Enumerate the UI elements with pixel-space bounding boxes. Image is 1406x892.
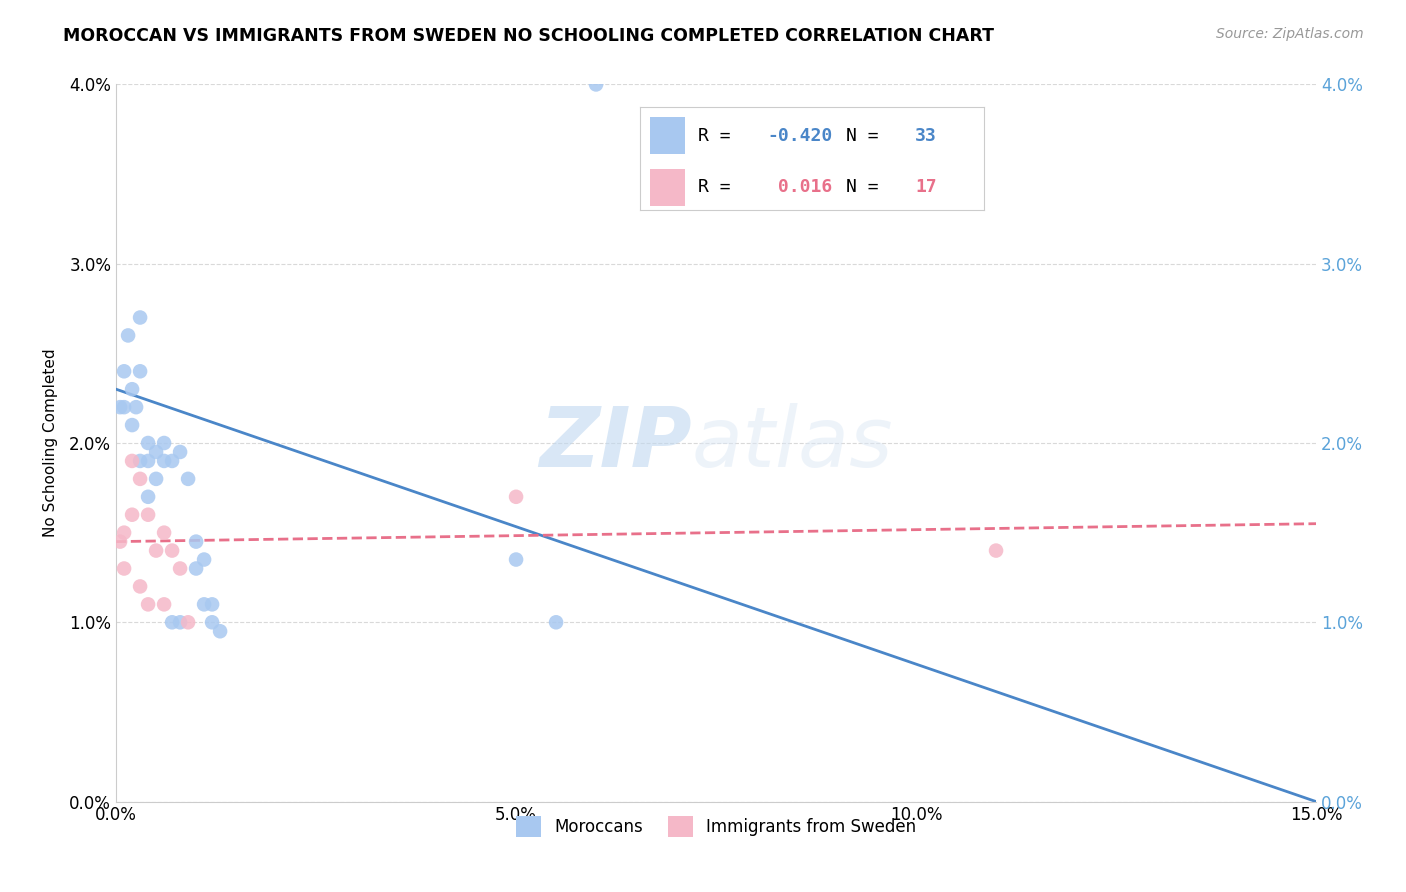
Text: R =: R = — [699, 127, 742, 145]
Point — [117, 328, 139, 343]
Point — [145, 445, 167, 459]
Point — [136, 598, 159, 612]
Point — [129, 579, 152, 593]
Point — [153, 598, 176, 612]
Point — [121, 508, 143, 522]
Legend: Moroccans, Immigrants from Sweden: Moroccans, Immigrants from Sweden — [509, 810, 922, 844]
Point — [129, 310, 152, 325]
Point — [169, 615, 191, 630]
Point — [153, 454, 176, 468]
Point — [136, 508, 159, 522]
Point — [136, 454, 159, 468]
Point — [125, 400, 148, 414]
Text: atlas: atlas — [692, 402, 894, 483]
Point — [177, 615, 200, 630]
Point — [136, 436, 159, 450]
Point — [505, 552, 527, 566]
Point — [112, 400, 135, 414]
Text: N =: N = — [846, 178, 890, 196]
Point — [160, 454, 183, 468]
Point — [145, 543, 167, 558]
Point — [209, 624, 232, 639]
Point — [193, 552, 215, 566]
Text: MOROCCAN VS IMMIGRANTS FROM SWEDEN NO SCHOOLING COMPLETED CORRELATION CHART: MOROCCAN VS IMMIGRANTS FROM SWEDEN NO SC… — [63, 27, 994, 45]
Text: 33: 33 — [915, 127, 936, 145]
Text: Source: ZipAtlas.com: Source: ZipAtlas.com — [1216, 27, 1364, 41]
Point — [108, 534, 131, 549]
Point — [129, 454, 152, 468]
FancyBboxPatch shape — [650, 169, 685, 205]
Point — [624, 60, 647, 74]
Point — [169, 445, 191, 459]
Point — [112, 364, 135, 378]
Point — [160, 543, 183, 558]
Y-axis label: No Schooling Completed: No Schooling Completed — [44, 349, 58, 537]
Point — [145, 472, 167, 486]
Text: 0.016: 0.016 — [768, 178, 832, 196]
Point — [121, 454, 143, 468]
Point — [201, 598, 224, 612]
Point — [136, 490, 159, 504]
Point — [153, 525, 176, 540]
Point — [193, 598, 215, 612]
Point — [184, 534, 207, 549]
Point — [129, 364, 152, 378]
Point — [121, 418, 143, 433]
Point — [201, 615, 224, 630]
FancyBboxPatch shape — [650, 118, 685, 154]
Point — [112, 525, 135, 540]
Point — [544, 615, 567, 630]
Point — [121, 382, 143, 396]
Point — [177, 472, 200, 486]
Text: 17: 17 — [915, 178, 936, 196]
Point — [153, 436, 176, 450]
Point — [984, 543, 1007, 558]
Point — [169, 561, 191, 575]
Text: N =: N = — [846, 127, 890, 145]
Text: ZIP: ZIP — [540, 402, 692, 483]
Point — [184, 561, 207, 575]
Text: R =: R = — [699, 178, 742, 196]
Point — [129, 472, 152, 486]
Point — [160, 615, 183, 630]
Point — [108, 400, 131, 414]
Point — [112, 561, 135, 575]
Point — [505, 490, 527, 504]
Text: -0.420: -0.420 — [768, 127, 832, 145]
Point — [585, 78, 607, 92]
